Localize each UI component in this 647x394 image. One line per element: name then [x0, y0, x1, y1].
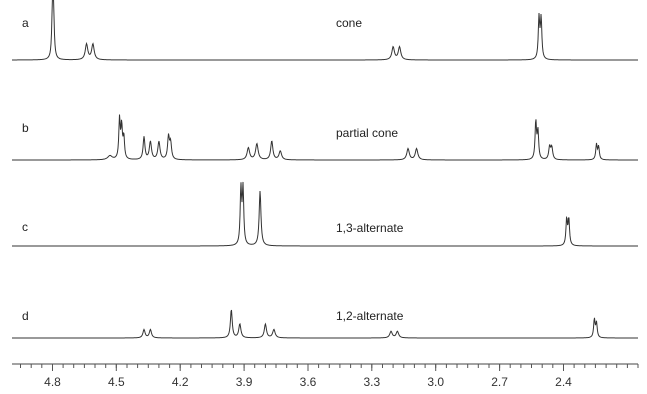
- trace-d: d 1,2-alternate: [12, 309, 638, 339]
- x-axis: 4.8 4.5 4.2 3.9 3.6 3.3 3.0 2.7 2.4: [12, 363, 639, 389]
- trace-c: c 1,3-alternate: [12, 181, 638, 247]
- spectrum-line-d: [12, 309, 638, 339]
- trace-letter-c: c: [22, 220, 28, 234]
- x-tick-label: 3.9: [236, 375, 253, 389]
- trace-letter-b: b: [22, 121, 29, 135]
- x-tick-label: 3.3: [363, 375, 380, 389]
- isomer-label-c: 1,3-alternate: [336, 221, 404, 235]
- spectrum-traces: a cone b partial cone c 1,3-alternate d 1,2-alt…: [12, 0, 638, 339]
- isomer-label-a: cone: [336, 16, 362, 30]
- x-tick-label: 4.2: [172, 375, 189, 389]
- x-axis-major-ticks: 4.8 4.5 4.2 3.9 3.6 3.3 3.0 2.7 2.4: [44, 364, 572, 389]
- x-tick-label: 3.0: [427, 375, 444, 389]
- isomer-label-b: partial cone: [336, 126, 398, 140]
- x-tick-label: 2.4: [555, 375, 572, 389]
- spectrum-line-a: [12, 0, 638, 61]
- trace-letter-d: d: [22, 309, 29, 323]
- isomer-label-d: 1,2-alternate: [336, 309, 404, 323]
- trace-a: a cone: [12, 0, 638, 61]
- x-tick-label: 4.5: [108, 375, 125, 389]
- trace-letter-a: a: [22, 16, 29, 30]
- x-axis-minor-ticks: [20, 364, 639, 368]
- x-tick-label: 3.6: [300, 375, 317, 389]
- spectrum-line-c: [12, 181, 638, 247]
- x-tick-label: 2.7: [491, 375, 508, 389]
- spectrum-line-b: [12, 114, 638, 161]
- x-tick-label: 4.8: [44, 375, 61, 389]
- trace-b: b partial cone: [12, 114, 638, 161]
